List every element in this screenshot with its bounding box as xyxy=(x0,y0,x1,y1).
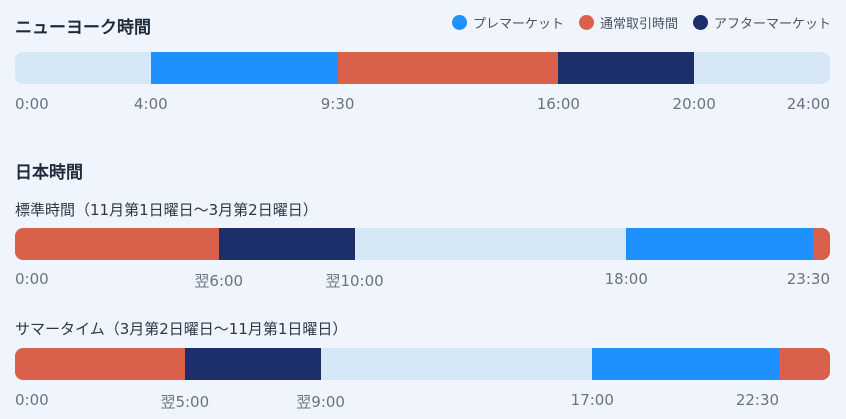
session-segment-regular xyxy=(15,348,185,380)
jp-standard-subtitle: 標準時間（11月第1日曜日～3月第2日曜日） xyxy=(15,201,318,219)
ny-time-title: ニューヨーク時間 xyxy=(15,18,151,38)
session-segment-regular xyxy=(779,348,830,380)
session-legend: プレマーケット 通常取引時間 アフターマーケット xyxy=(451,13,831,32)
legend-label-regular: 通常取引時間 xyxy=(599,17,678,32)
tick-label: 4:00 xyxy=(133,95,168,113)
session-segment-regular xyxy=(813,228,830,260)
session-segment-after xyxy=(184,348,321,380)
tick-label: 16:00 xyxy=(536,95,580,113)
session-segment-after xyxy=(558,52,695,84)
tick-label: 0:00 xyxy=(15,95,49,113)
jp-standard-session-bar xyxy=(15,228,830,260)
legend-label-pre: プレマーケット xyxy=(472,17,564,32)
legend-item-after: アフターマーケット xyxy=(692,13,831,32)
tick-label: 翌6:00 xyxy=(194,272,244,290)
regular-hours-dot-icon xyxy=(578,15,594,30)
pre-market-dot-icon xyxy=(451,15,467,30)
legend-label-after: アフターマーケット xyxy=(713,17,831,32)
jp-summer-session-bar xyxy=(15,348,830,380)
legend-item-regular: 通常取引時間 xyxy=(578,13,678,32)
session-segment-pre xyxy=(150,52,338,84)
tick-label: 18:00 xyxy=(604,270,648,288)
tick-label: 9:30 xyxy=(320,95,355,113)
tick-label: 23:30 xyxy=(786,270,830,288)
session-segment-after xyxy=(218,228,355,260)
jp-time-title: 日本時間 xyxy=(15,163,83,183)
tick-label: 翌9:00 xyxy=(296,393,345,411)
legend-item-pre: プレマーケット xyxy=(451,13,564,32)
tick-label: 翌10:00 xyxy=(325,272,384,290)
tick-label: 24:00 xyxy=(786,95,830,113)
tick-label: 20:00 xyxy=(672,95,716,113)
session-segment-pre xyxy=(626,228,814,260)
session-segment-regular xyxy=(15,228,219,260)
tick-label: 翌5:00 xyxy=(160,393,210,411)
session-segment-pre xyxy=(592,348,780,380)
ny-session-bar xyxy=(15,52,830,84)
after-market-dot-icon xyxy=(692,15,708,30)
tick-label: 22:30 xyxy=(735,391,780,409)
tick-label: 0:00 xyxy=(15,391,49,409)
jp-summer-subtitle: サマータイム（3月第2日曜日～11月第1日曜日） xyxy=(15,320,348,338)
tick-label: 17:00 xyxy=(570,391,614,409)
tick-label: 0:00 xyxy=(15,270,49,288)
session-segment-regular xyxy=(337,52,559,84)
